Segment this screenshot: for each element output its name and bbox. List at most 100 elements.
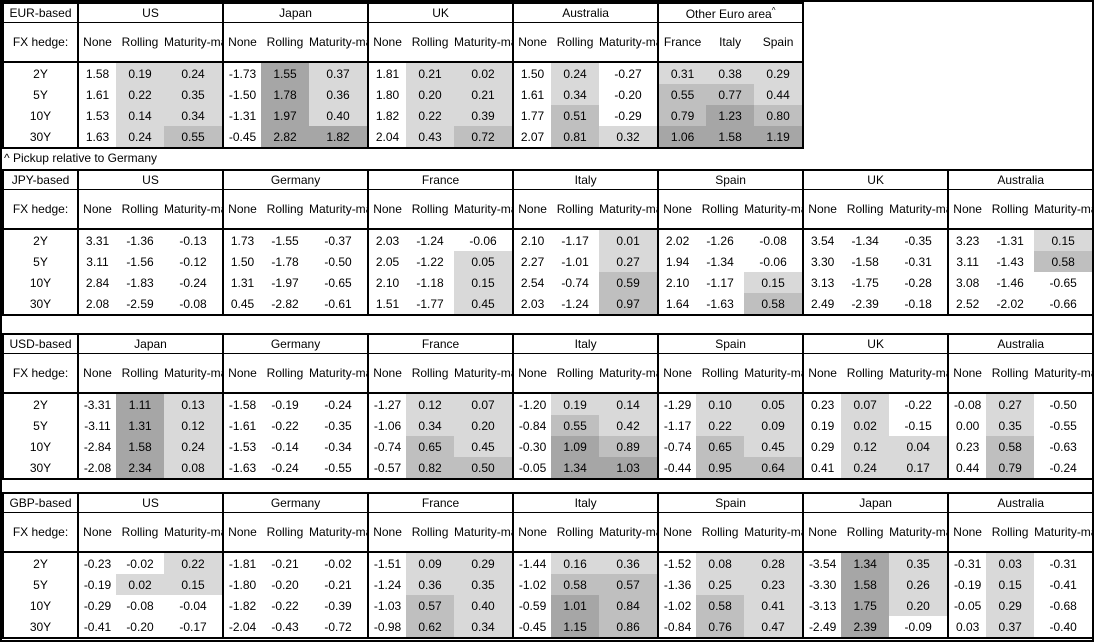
hedge-column-header: None: [367, 22, 407, 63]
value-cell: 2.03: [367, 229, 407, 251]
value-cell: -3.31: [77, 393, 116, 415]
country-header: US: [76, 170, 224, 190]
value-cell: 0.80: [754, 105, 804, 126]
value-cell: 0.37: [309, 62, 369, 84]
value-cell: -0.24: [179, 275, 207, 290]
value-cell: 0.19: [802, 415, 842, 436]
value-cell: 0.95: [696, 457, 745, 479]
value-cell: 0.42: [599, 415, 659, 436]
value-cell: 0.64: [744, 457, 804, 479]
value-cell: 2.10: [512, 229, 552, 251]
hedge-column-header: Maturity-matched: [454, 189, 514, 230]
value-cell: 0.01: [599, 229, 659, 251]
value-cell: 0.32: [599, 126, 659, 148]
value-cell: 0.24: [164, 436, 224, 457]
value-cell: 0.27: [599, 251, 659, 272]
value-cell: -0.65: [1049, 275, 1077, 290]
value-cell: -1.22: [416, 254, 444, 269]
country-header: Spain: [657, 170, 804, 190]
value-cell: 0.57: [599, 574, 659, 595]
value-cell: 1.15: [551, 616, 600, 638]
value-cell: -0.06: [759, 254, 787, 269]
value-cell: -2.59: [126, 296, 154, 311]
value-cell: -0.72: [324, 619, 352, 634]
value-cell: 1.61: [77, 84, 116, 105]
value-cell: -0.40: [1049, 619, 1077, 634]
value-cell: 1.34: [841, 552, 890, 574]
value-cell: 1.77: [512, 105, 552, 126]
value-cell: 2.39: [841, 616, 890, 638]
value-cell: 1.53: [77, 105, 116, 126]
value-cell: 0.23: [744, 574, 804, 595]
hedge-column-header: Maturity-matched: [454, 353, 514, 394]
hedge-column-header: Maturity-matched: [1034, 353, 1092, 394]
value-cell: -1.61: [222, 415, 262, 436]
value-cell: 0.05: [454, 251, 514, 272]
value-cell: -0.63: [1049, 439, 1077, 454]
value-cell: 1.63: [77, 126, 116, 148]
value-cell: 0.57: [406, 595, 455, 616]
value-cell: -1.31: [222, 105, 262, 126]
country-header: Germany: [222, 493, 369, 513]
value-cell: 1.94: [657, 251, 697, 272]
hedge-column-header: Spain: [754, 22, 804, 63]
value-cell: 0.07: [841, 393, 890, 415]
hedge-column-header: None: [512, 353, 552, 394]
value-cell: 2.82: [261, 126, 310, 148]
value-cell: -0.22: [271, 418, 299, 433]
value-cell: 0.29: [454, 552, 514, 574]
tenor-label: 30Y: [3, 457, 79, 479]
value-cell: 0.29: [802, 436, 842, 457]
value-cell: 2.10: [367, 272, 407, 293]
value-cell: 0.03: [986, 552, 1035, 574]
value-cell: -3.13: [802, 595, 842, 616]
fx-hedge-label: FX hedge:: [3, 189, 79, 230]
footnote: ^ Pickup relative to Germany: [4, 151, 158, 165]
value-cell: 0.12: [406, 393, 455, 415]
value-cell: 0.82: [406, 457, 455, 479]
tenor-label: 5Y: [3, 251, 79, 272]
value-cell: -0.27: [614, 66, 642, 81]
hedge-column-header: Rolling: [551, 512, 600, 553]
tenor-label: 30Y: [3, 293, 79, 315]
value-cell: -1.78: [271, 254, 299, 269]
value-cell: 0.09: [406, 552, 455, 574]
value-cell: -0.02: [324, 556, 352, 571]
value-cell: -0.30: [512, 436, 552, 457]
country-header: Australia: [947, 334, 1092, 354]
value-cell: 0.22: [406, 105, 455, 126]
value-cell: 0.34: [454, 616, 514, 638]
value-cell: 0.05: [744, 393, 804, 415]
hedge-column-header: Rolling: [551, 189, 600, 230]
usd-based-table-slot: USD-based Japan Germany France Italy Spain UK A…: [2, 333, 1092, 480]
value-cell: 0.35: [889, 552, 949, 574]
value-cell: 1.61: [512, 84, 552, 105]
value-cell: -2.82: [271, 296, 299, 311]
value-cell: 0.15: [454, 272, 514, 293]
value-cell: -1.02: [657, 595, 697, 616]
hedge-column-header: None: [947, 189, 987, 230]
value-cell: -1.29: [657, 393, 697, 415]
value-cell: -1.36: [657, 574, 697, 595]
hedge-column-header: None: [947, 512, 987, 553]
hedge-column-header: None: [802, 353, 842, 394]
value-cell: 0.04: [889, 436, 949, 457]
value-cell: 1.58: [841, 574, 890, 595]
country-header: UK: [802, 170, 949, 190]
value-cell: 3.31: [77, 229, 116, 251]
hedge-column-header: None: [222, 512, 262, 553]
country-header: Germany: [222, 334, 369, 354]
country-header: US: [76, 3, 224, 23]
value-cell: 0.10: [696, 393, 745, 415]
value-cell: 0.35: [164, 84, 224, 105]
value-cell: 1.75: [841, 595, 890, 616]
value-cell: 2.07: [512, 126, 552, 148]
value-cell: 0.65: [406, 436, 455, 457]
value-cell: 0.22: [116, 84, 164, 105]
hedge-column-header: Rolling: [116, 353, 164, 394]
country-header: Italy: [512, 334, 659, 354]
value-cell: 0.03: [947, 616, 987, 638]
value-cell: 3.54: [802, 229, 842, 251]
value-cell: -0.35: [324, 418, 352, 433]
value-cell: -0.31: [1049, 556, 1077, 571]
